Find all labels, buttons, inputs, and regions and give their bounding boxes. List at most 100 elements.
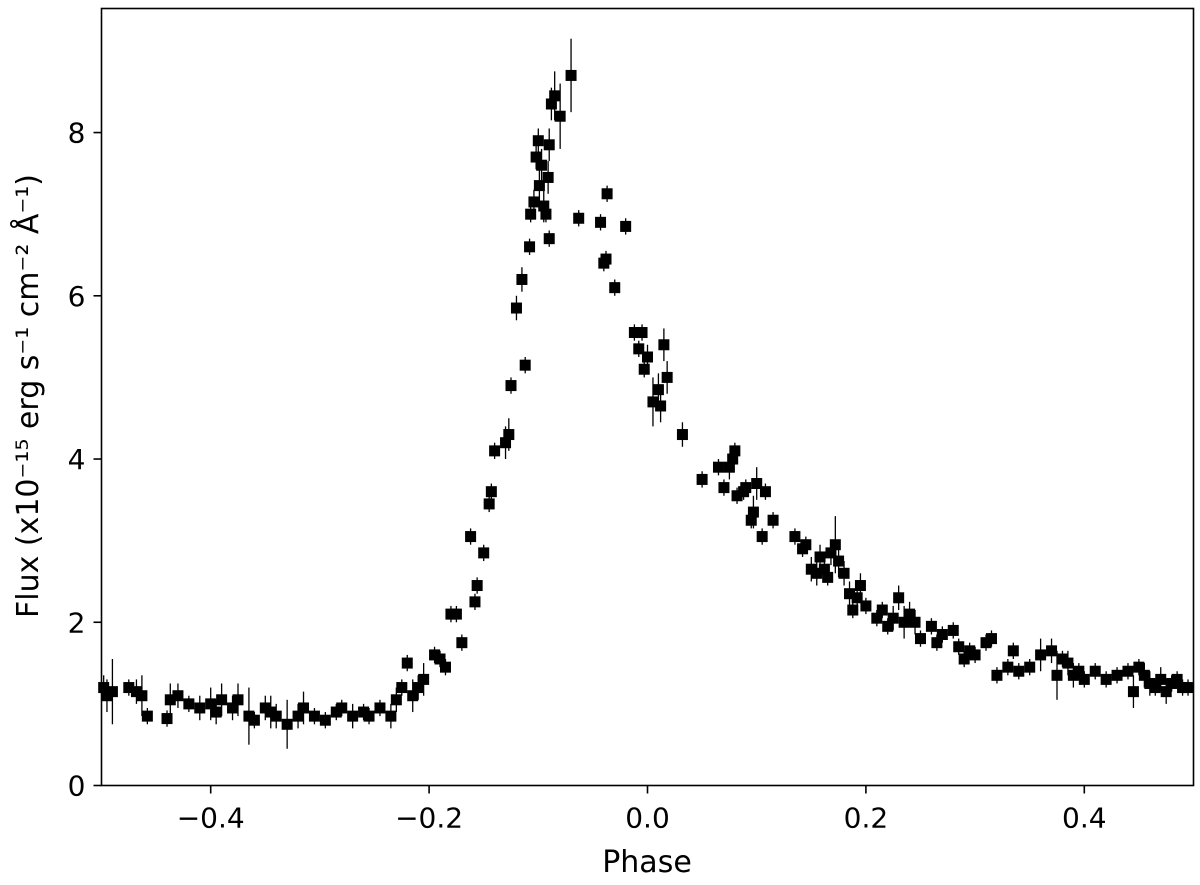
data-point <box>1182 682 1194 694</box>
y-axis-label: Flux (x10⁻¹⁵ erg s⁻¹ cm⁻² Å⁻¹) <box>10 174 46 618</box>
data-point <box>814 551 826 563</box>
data-point <box>1035 649 1047 661</box>
data-point <box>516 273 528 285</box>
y-tick-label: 6 <box>68 280 86 313</box>
data-point <box>818 563 830 575</box>
data-point <box>374 702 386 714</box>
data-point <box>1122 665 1134 677</box>
data-point <box>1051 669 1063 681</box>
data-point <box>1100 673 1112 685</box>
data-point <box>767 514 779 526</box>
data-point <box>565 69 577 81</box>
data-point <box>141 710 153 722</box>
data-point <box>1046 645 1058 657</box>
data-point <box>909 616 921 628</box>
x-tick-label: 0.4 <box>1062 802 1107 835</box>
data-point <box>887 612 899 624</box>
data-point <box>898 616 910 628</box>
x-tick-label: −0.4 <box>177 802 245 835</box>
data-point <box>759 486 771 498</box>
data-point <box>549 90 561 102</box>
data-point <box>469 596 481 608</box>
data-point <box>136 690 148 702</box>
data-point <box>747 506 759 518</box>
data-point <box>396 682 408 694</box>
data-point <box>465 531 477 543</box>
data-point <box>727 453 739 465</box>
y-tick-label: 8 <box>68 117 86 150</box>
data-point <box>385 710 397 722</box>
data-point <box>731 490 743 502</box>
data-point <box>161 713 173 725</box>
data-point <box>183 698 195 710</box>
data-point <box>658 339 670 351</box>
data-point <box>985 633 997 645</box>
data-point <box>533 180 545 192</box>
data-point <box>844 588 856 600</box>
data-point <box>1024 661 1036 673</box>
data-point <box>756 531 768 543</box>
data-point <box>503 429 515 441</box>
data-point <box>363 710 375 722</box>
x-axis-label: Phase <box>602 845 692 880</box>
data-point <box>925 620 937 632</box>
x-tick-label: −0.2 <box>395 802 463 835</box>
y-tick-label: 0 <box>68 770 86 803</box>
data-point <box>528 196 540 208</box>
data-point <box>510 302 522 314</box>
data-point <box>1138 669 1150 681</box>
data-point <box>123 682 135 694</box>
data-point <box>595 216 607 228</box>
data-point <box>418 673 430 685</box>
data-point <box>893 592 905 604</box>
data-point <box>628 327 640 339</box>
data-point <box>390 694 402 706</box>
x-tick-label: 0.2 <box>844 802 889 835</box>
data-point <box>505 380 517 392</box>
data-point <box>298 702 310 714</box>
data-point <box>633 343 645 355</box>
data-point <box>172 690 184 702</box>
data-point <box>647 396 659 408</box>
data-point <box>1073 665 1085 677</box>
data-point <box>638 363 650 375</box>
data-point <box>789 531 801 543</box>
data-point <box>401 657 413 669</box>
data-point <box>723 461 735 473</box>
data-point <box>450 608 462 620</box>
data-point <box>1078 673 1090 685</box>
data-point <box>164 694 176 706</box>
data-point <box>270 710 282 722</box>
data-point <box>718 482 730 494</box>
data-point <box>745 514 757 526</box>
data-point <box>904 608 916 620</box>
data-point <box>1013 665 1025 677</box>
data-point <box>829 539 841 551</box>
data-point <box>519 359 531 371</box>
y-tick-label: 2 <box>68 606 86 639</box>
data-point <box>308 710 320 722</box>
data-point <box>696 473 708 485</box>
data-point <box>530 151 542 163</box>
data-point <box>712 461 724 473</box>
data-point <box>991 669 1003 681</box>
data-point <box>532 135 544 147</box>
data-point <box>524 241 536 253</box>
data-point <box>500 437 512 449</box>
data-point <box>854 580 866 592</box>
data-point <box>958 653 970 665</box>
data-point <box>489 445 501 457</box>
data-point <box>248 714 260 726</box>
data-point <box>536 159 548 171</box>
data-point <box>1089 665 1101 677</box>
data-point <box>210 706 222 718</box>
data-point <box>833 555 845 567</box>
data-point <box>1062 657 1074 669</box>
data-point <box>412 682 424 694</box>
data-point <box>882 620 894 632</box>
data-point <box>953 641 965 653</box>
data-point <box>1133 661 1145 673</box>
data-point <box>729 445 741 457</box>
data-point <box>543 233 555 245</box>
